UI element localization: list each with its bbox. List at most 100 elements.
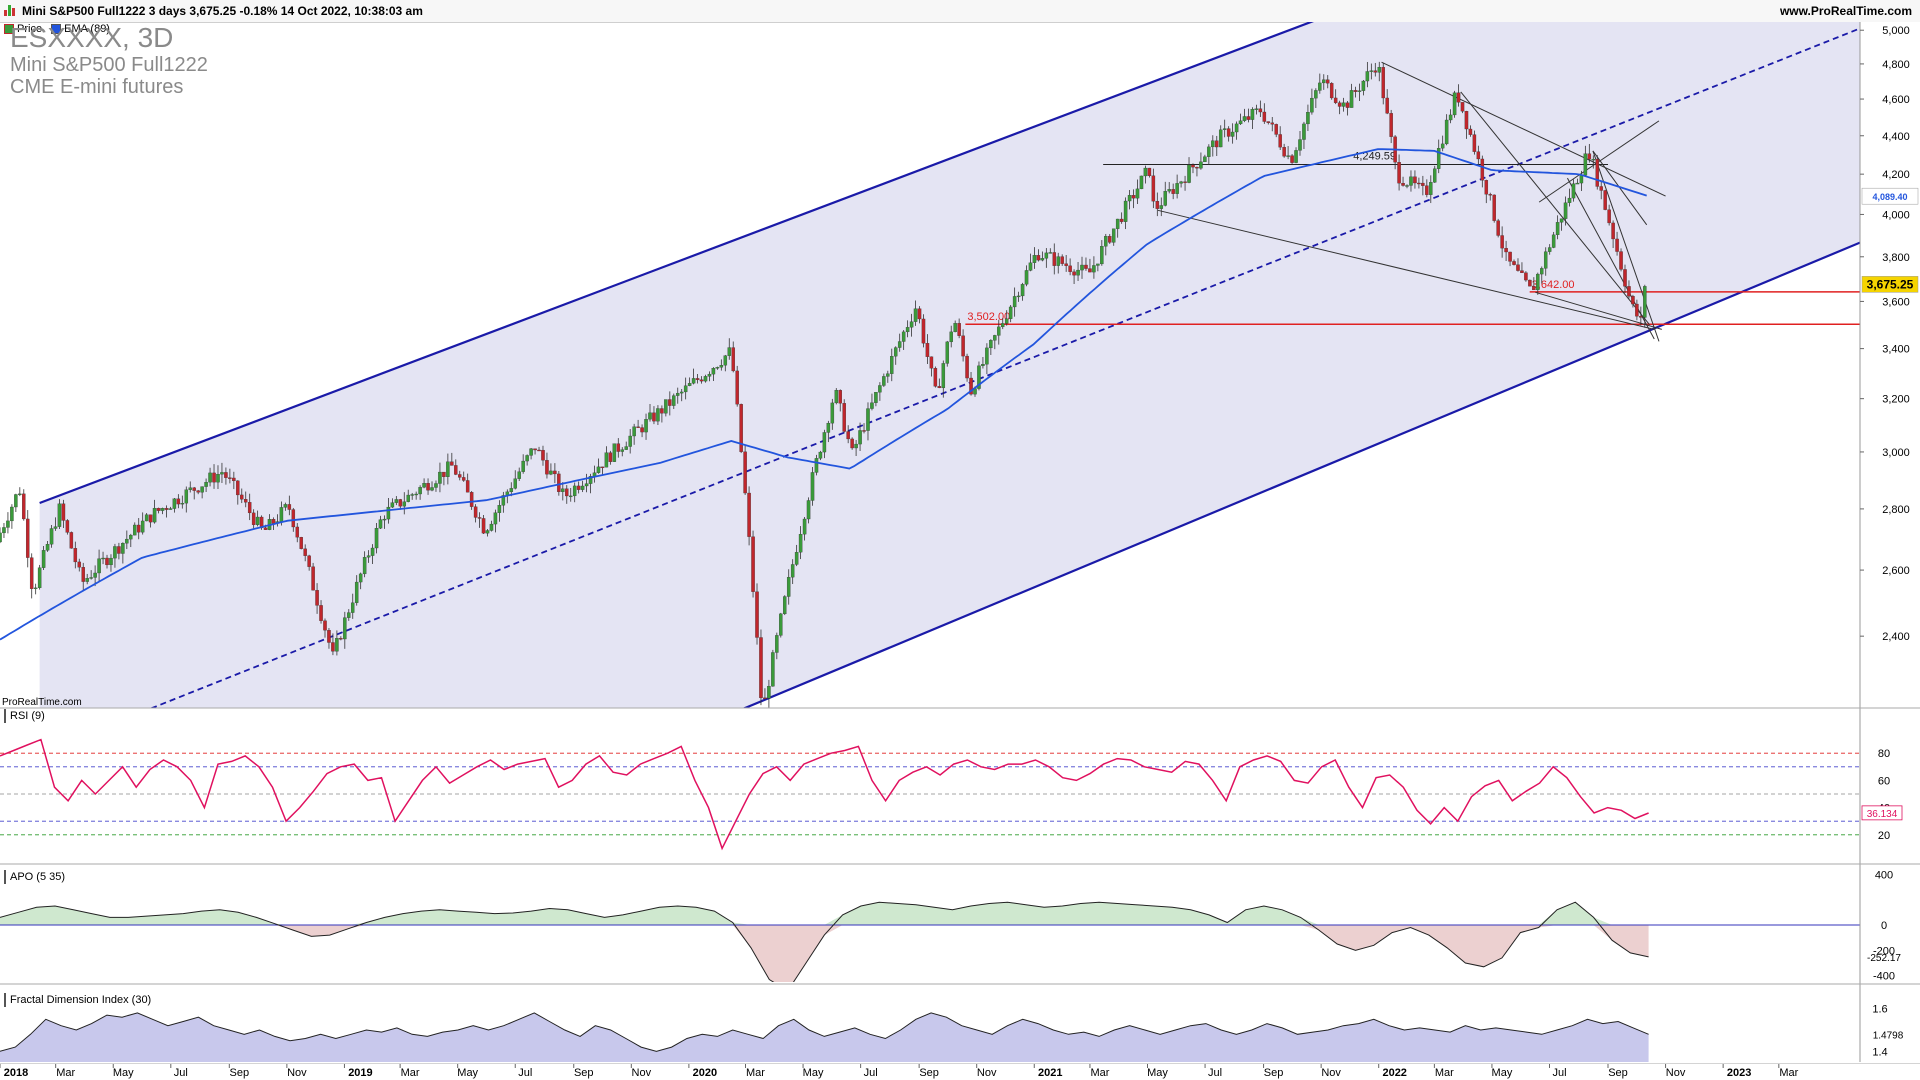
candle-body bbox=[1278, 134, 1282, 148]
x-year-label: 2020 bbox=[693, 1067, 717, 1079]
candle bbox=[691, 368, 696, 385]
candle-body bbox=[1234, 123, 1239, 133]
candle bbox=[826, 420, 831, 443]
fdi-panel[interactable] bbox=[0, 1012, 1649, 1062]
candle bbox=[783, 595, 787, 616]
rsi-panel[interactable] bbox=[0, 738, 1860, 851]
candle-body bbox=[1583, 153, 1588, 176]
candle-body bbox=[1551, 234, 1556, 248]
rsi-label: RSI (9) bbox=[10, 710, 45, 722]
rsi-tick-label: 80 bbox=[1878, 748, 1890, 760]
candle-body bbox=[1460, 102, 1465, 112]
candle-body bbox=[224, 472, 228, 478]
fdi-tick-label: 1.4 bbox=[1872, 1046, 1887, 1058]
candle-body bbox=[232, 477, 236, 482]
candle bbox=[10, 504, 14, 529]
candle-body bbox=[1341, 102, 1346, 107]
trend-line-2 bbox=[1460, 91, 1650, 325]
candle-body bbox=[1516, 264, 1520, 271]
candle-body bbox=[1361, 80, 1366, 91]
candle bbox=[814, 454, 819, 476]
candle bbox=[378, 515, 383, 530]
candle-body bbox=[529, 448, 533, 456]
candle-body bbox=[624, 446, 628, 450]
fdi-label: Fractal Dimension Index (30) bbox=[10, 994, 152, 1006]
candle bbox=[604, 446, 609, 468]
candle bbox=[1365, 61, 1370, 88]
candle-body bbox=[1123, 200, 1128, 222]
candle-body bbox=[485, 530, 490, 534]
fdi-line bbox=[0, 1012, 1649, 1052]
candle bbox=[343, 611, 347, 649]
candle-body bbox=[640, 427, 644, 433]
candle bbox=[144, 513, 149, 522]
candle-body bbox=[140, 520, 145, 533]
candle bbox=[57, 499, 62, 530]
candle bbox=[767, 679, 771, 708]
candle-body bbox=[1230, 131, 1235, 137]
candle bbox=[854, 439, 858, 457]
candle-body bbox=[1464, 111, 1469, 130]
price-panel[interactable]: 3,502.00 3,642.00 4,249.59 bbox=[0, 0, 1860, 1002]
candle bbox=[1385, 89, 1389, 115]
candle-body bbox=[10, 506, 14, 522]
candle bbox=[1310, 88, 1314, 115]
candle-body bbox=[1274, 124, 1278, 135]
candle bbox=[176, 494, 181, 509]
x-year-label: 2021 bbox=[1038, 1067, 1062, 1079]
candle-body bbox=[604, 452, 609, 468]
candle-body bbox=[1480, 158, 1485, 181]
candle-body bbox=[148, 514, 153, 523]
candle-body bbox=[1587, 153, 1592, 160]
candle-body bbox=[450, 461, 454, 466]
x-year-label: 2022 bbox=[1382, 1067, 1406, 1079]
candle-body bbox=[93, 572, 97, 578]
candle bbox=[1322, 74, 1326, 90]
candle bbox=[584, 473, 589, 493]
candle-body bbox=[152, 507, 157, 523]
candle-body bbox=[196, 490, 200, 493]
candle-body bbox=[1448, 114, 1453, 121]
candle bbox=[1191, 163, 1195, 174]
candle-body bbox=[1163, 191, 1167, 206]
x-month-label: Mar bbox=[746, 1067, 765, 1079]
candle-body bbox=[921, 318, 926, 344]
candle bbox=[1016, 291, 1021, 302]
candle-body bbox=[220, 472, 224, 475]
candle-body bbox=[941, 363, 946, 389]
candle-body bbox=[870, 402, 874, 409]
candle bbox=[925, 334, 930, 365]
candle bbox=[1147, 167, 1152, 178]
price-tick-label: 5,000 bbox=[1882, 25, 1910, 37]
rsi-tick-label: 60 bbox=[1878, 775, 1890, 787]
candle bbox=[311, 562, 315, 591]
candle bbox=[779, 612, 783, 638]
candle bbox=[672, 393, 676, 410]
candle bbox=[1631, 294, 1635, 308]
candle bbox=[878, 382, 882, 401]
candle bbox=[541, 445, 545, 466]
candle-body bbox=[1044, 252, 1049, 259]
candle-body bbox=[608, 452, 613, 462]
last-price-badge-bg bbox=[1861, 276, 1919, 293]
candle bbox=[1171, 183, 1175, 200]
candle bbox=[1353, 86, 1358, 98]
candle-body bbox=[957, 323, 961, 336]
candle-body bbox=[362, 557, 367, 575]
candle-body bbox=[1171, 189, 1175, 194]
candle-body bbox=[1012, 296, 1017, 308]
candle bbox=[1337, 100, 1342, 115]
apo-tick-label: -400 bbox=[1873, 971, 1895, 983]
candle-body bbox=[501, 495, 506, 506]
candle-body bbox=[335, 638, 339, 652]
apo-panel[interactable] bbox=[0, 901, 1860, 991]
candle-body bbox=[1258, 108, 1263, 113]
candle bbox=[1167, 182, 1171, 194]
candle-body bbox=[129, 534, 133, 540]
candle-body bbox=[1016, 295, 1021, 298]
candle-body bbox=[596, 466, 601, 473]
site-link[interactable]: www.ProRealTime.com bbox=[1779, 4, 1912, 18]
candle bbox=[553, 463, 557, 484]
candle bbox=[113, 543, 117, 568]
